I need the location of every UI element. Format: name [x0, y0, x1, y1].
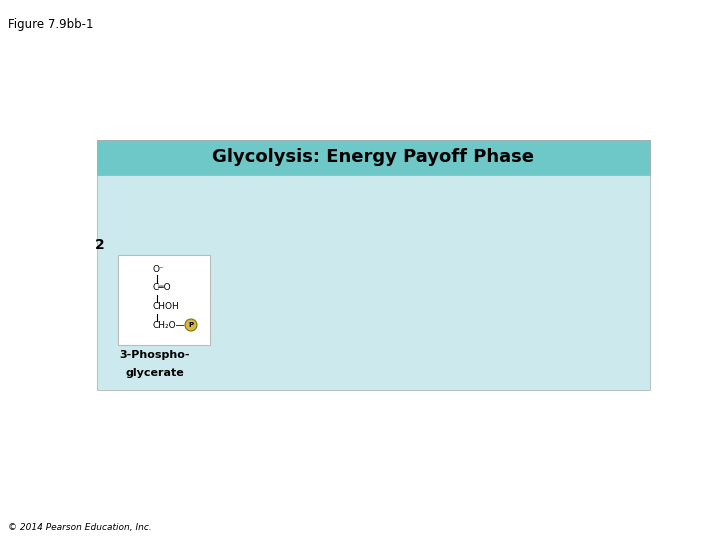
Circle shape: [185, 319, 197, 331]
Text: Figure 7.9bb-1: Figure 7.9bb-1: [8, 18, 94, 31]
Text: P: P: [189, 322, 194, 328]
Text: 3-Phospho-: 3-Phospho-: [120, 350, 190, 360]
Bar: [97, 140, 650, 175]
Text: O⁻: O⁻: [153, 265, 165, 274]
Text: © 2014 Pearson Education, Inc.: © 2014 Pearson Education, Inc.: [8, 523, 152, 532]
Text: Glycolysis: Energy Payoff Phase: Glycolysis: Energy Payoff Phase: [212, 148, 534, 166]
Text: glycerate: glycerate: [125, 368, 184, 378]
Text: CHOH: CHOH: [153, 302, 180, 311]
Text: CH₂O—: CH₂O—: [153, 321, 186, 330]
Text: 2: 2: [95, 238, 105, 252]
Text: C═O: C═O: [153, 283, 171, 292]
Bar: [118, 255, 210, 345]
Bar: [97, 140, 650, 390]
